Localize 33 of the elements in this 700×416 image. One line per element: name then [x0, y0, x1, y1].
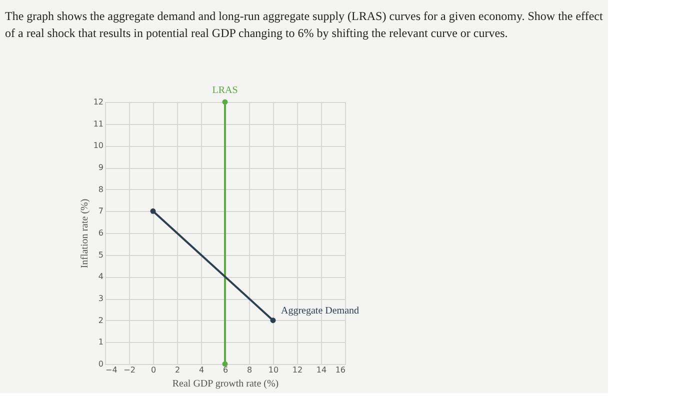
y-tick-label: 0 [98, 360, 104, 368]
x-axis-title: Real GDP growth rate (%) [172, 378, 279, 390]
point [150, 208, 156, 214]
x-tick-label: −2 [124, 366, 136, 374]
x-tick-label: 10 [268, 366, 279, 374]
x-tick-label: 12 [292, 366, 303, 374]
series-label: LRAS [212, 85, 238, 96]
y-tick-label: 1 [98, 338, 104, 347]
x-tick-label: −4 [106, 366, 118, 374]
x-tick-label: 2 [174, 366, 180, 374]
y-tick-label: 3 [98, 294, 104, 303]
y-tick-label: 4 [98, 272, 104, 282]
y-tick-label: 11 [93, 119, 104, 128]
y-tick-label: 5 [98, 250, 104, 260]
y-tick-label: 9 [98, 163, 104, 172]
y-axis-title: Inflation rate (%) [79, 198, 90, 268]
x-tick-label: 0 [150, 366, 156, 374]
x-tick-label: 8 [246, 366, 252, 374]
point [270, 318, 276, 324]
series-label: Aggregate Demand [281, 305, 360, 316]
point [222, 361, 228, 367]
y-tick-label: 8 [98, 184, 104, 194]
y-tick-label: 12 [93, 98, 104, 106]
y-tick-label: 6 [98, 228, 104, 238]
y-tick-label: 2 [98, 316, 104, 325]
x-tick-label: 16 [335, 366, 346, 374]
x-tick-label: 4 [198, 366, 204, 374]
chart-title: The graph shows the aggregate demand and long-run aggregate supply (LRAS) curves for a given economy. Show the effect of a real shock that results in potential real GDP changing to 6% by shifting the relevant curve or curves. [5, 9, 604, 40]
x-tick-label: 6 [222, 366, 228, 374]
y-tick-label: 7 [98, 206, 104, 216]
point [222, 99, 228, 105]
y-tick-label: 10 [93, 141, 104, 150]
x-tick-label: 14 [316, 366, 327, 374]
